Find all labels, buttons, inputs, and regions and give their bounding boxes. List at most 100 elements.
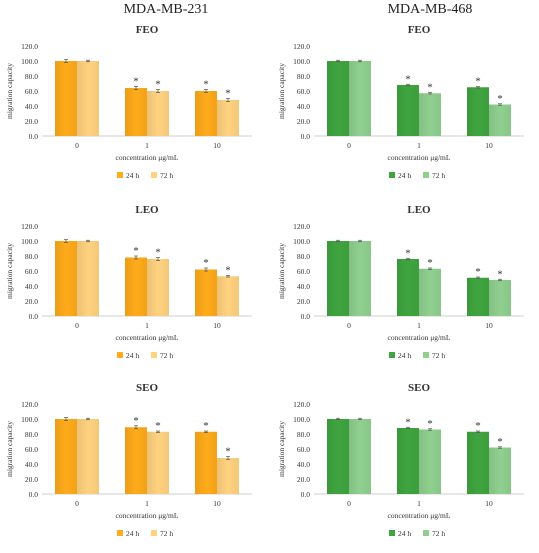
y-tick-label: 120.0 xyxy=(21,400,38,409)
bar-72h-1 xyxy=(147,259,169,316)
y-tick-label: 120.0 xyxy=(293,222,310,231)
legend-swatch xyxy=(389,172,395,178)
y-tick-label: 20.0 xyxy=(25,117,38,126)
bar-24h-0 xyxy=(327,419,349,494)
y-tick-label: 60.0 xyxy=(297,87,310,96)
significance-marker: * xyxy=(155,247,161,259)
chart-title: SEO xyxy=(136,382,158,394)
bar-72h-10 xyxy=(489,104,511,136)
significance-marker: * xyxy=(155,79,161,91)
bar-24h-1 xyxy=(125,257,147,316)
significance-marker: * xyxy=(225,446,231,458)
legend-label: 72 h xyxy=(160,171,173,180)
bar-72h-0 xyxy=(349,419,371,494)
legend-swatch xyxy=(151,352,157,358)
x-tick-label: 1 xyxy=(145,321,149,330)
chart-svg: SEO 0.0 20.0 40.0 60.0 80.0 100.0 120.0 migratio… xyxy=(277,382,524,538)
y-tick-label: 80.0 xyxy=(297,252,310,261)
y-axis-label: migration capacity xyxy=(5,243,14,299)
y-tick-label: 40.0 xyxy=(297,460,310,469)
x-tick-label: 1 xyxy=(417,321,421,330)
y-tick-label: 20.0 xyxy=(297,117,310,126)
bar-24h-10 xyxy=(195,269,217,316)
chart-svg: LEO 0.0 20.0 40.0 60.0 80.0 100.0 120.0 migratio… xyxy=(277,204,524,360)
y-axis-label: migration capacity xyxy=(277,63,286,119)
significance-marker: * xyxy=(225,88,231,100)
y-tick-label: 60.0 xyxy=(25,445,38,454)
chart-title: FEO xyxy=(408,24,431,36)
significance-marker: * xyxy=(225,265,231,277)
chart-title: SEO xyxy=(408,382,430,394)
bar-72h-10 xyxy=(217,276,239,316)
legend-label: 72 h xyxy=(160,529,173,538)
legend-label: 24 h xyxy=(126,171,139,180)
bar-72h-1 xyxy=(419,268,441,316)
chart-seo-mda-mb-468: SEO 0.0 20.0 40.0 60.0 80.0 100.0 120.0 migratio… xyxy=(272,378,534,553)
bar-24h-0 xyxy=(327,61,349,136)
chart-svg: FEO 0.0 20.0 40.0 60.0 80.0 100.0 120.0 migratio… xyxy=(277,24,524,180)
significance-marker: * xyxy=(475,76,481,88)
bar-24h-0 xyxy=(327,241,349,316)
legend-swatch xyxy=(117,352,123,358)
x-axis-label: concentration μg/mL xyxy=(116,153,179,162)
x-tick-label: 1 xyxy=(145,499,149,508)
x-axis-label: concentration μg/mL xyxy=(388,333,451,342)
chart-svg: LEO 0.0 20.0 40.0 60.0 80.0 100.0 120.0 migratio… xyxy=(5,204,252,360)
significance-marker: * xyxy=(133,76,139,88)
bar-72h-0 xyxy=(349,241,371,316)
bar-72h-0 xyxy=(349,61,371,136)
x-tick-label: 10 xyxy=(485,141,493,150)
y-tick-label: 100.0 xyxy=(293,57,310,66)
bar-72h-1 xyxy=(147,91,169,136)
legend-swatch xyxy=(389,530,395,536)
x-tick-label: 0 xyxy=(75,321,79,330)
x-tick-label: 10 xyxy=(213,141,221,150)
column-title-mda-mb-231: MDA-MB-231 xyxy=(123,2,209,17)
significance-marker: * xyxy=(203,420,209,432)
significance-marker: * xyxy=(405,73,411,85)
legend-label: 24 h xyxy=(398,171,411,180)
y-tick-label: 120.0 xyxy=(293,42,310,51)
bar-72h-0 xyxy=(77,419,99,494)
y-tick-label: 20.0 xyxy=(297,475,310,484)
y-tick-label: 100.0 xyxy=(21,237,38,246)
legend-label: 72 h xyxy=(432,529,445,538)
bar-24h-1 xyxy=(125,427,147,494)
bar-24h-10 xyxy=(195,91,217,136)
chart-seo-mda-mb-231: SEO 0.0 20.0 40.0 60.0 80.0 100.0 120.0 migratio… xyxy=(0,378,262,553)
y-tick-label: 60.0 xyxy=(25,267,38,276)
x-tick-label: 10 xyxy=(485,321,493,330)
bar-24h-0 xyxy=(55,61,77,136)
significance-marker: * xyxy=(133,245,139,257)
bar-24h-1 xyxy=(125,88,147,136)
chart-title: LEO xyxy=(407,204,431,216)
significance-marker: * xyxy=(497,436,503,448)
x-tick-label: 0 xyxy=(347,141,351,150)
legend-swatch xyxy=(423,352,429,358)
y-tick-label: 40.0 xyxy=(25,460,38,469)
significance-marker: * xyxy=(133,415,139,427)
y-axis-label: migration capacity xyxy=(277,421,286,477)
y-tick-label: 120.0 xyxy=(293,400,310,409)
bar-72h-1 xyxy=(419,93,441,136)
y-tick-label: 60.0 xyxy=(297,267,310,276)
legend-swatch xyxy=(151,172,157,178)
y-tick-label: 120.0 xyxy=(21,222,38,231)
significance-marker: * xyxy=(497,268,503,280)
legend-label: 72 h xyxy=(432,171,445,180)
bar-72h-10 xyxy=(489,280,511,316)
legend-label: 24 h xyxy=(398,351,411,360)
x-tick-label: 1 xyxy=(417,499,421,508)
significance-marker: * xyxy=(427,257,433,269)
legend-label: 24 h xyxy=(398,529,411,538)
significance-marker: * xyxy=(405,416,411,428)
y-tick-label: 0.0 xyxy=(29,132,39,141)
significance-marker: * xyxy=(203,79,209,91)
x-tick-label: 10 xyxy=(213,499,221,508)
y-tick-label: 80.0 xyxy=(25,252,38,261)
x-tick-label: 10 xyxy=(213,321,221,330)
bar-72h-10 xyxy=(217,100,239,136)
y-tick-label: 80.0 xyxy=(297,72,310,81)
x-tick-label: 0 xyxy=(347,499,351,508)
legend-swatch xyxy=(117,530,123,536)
